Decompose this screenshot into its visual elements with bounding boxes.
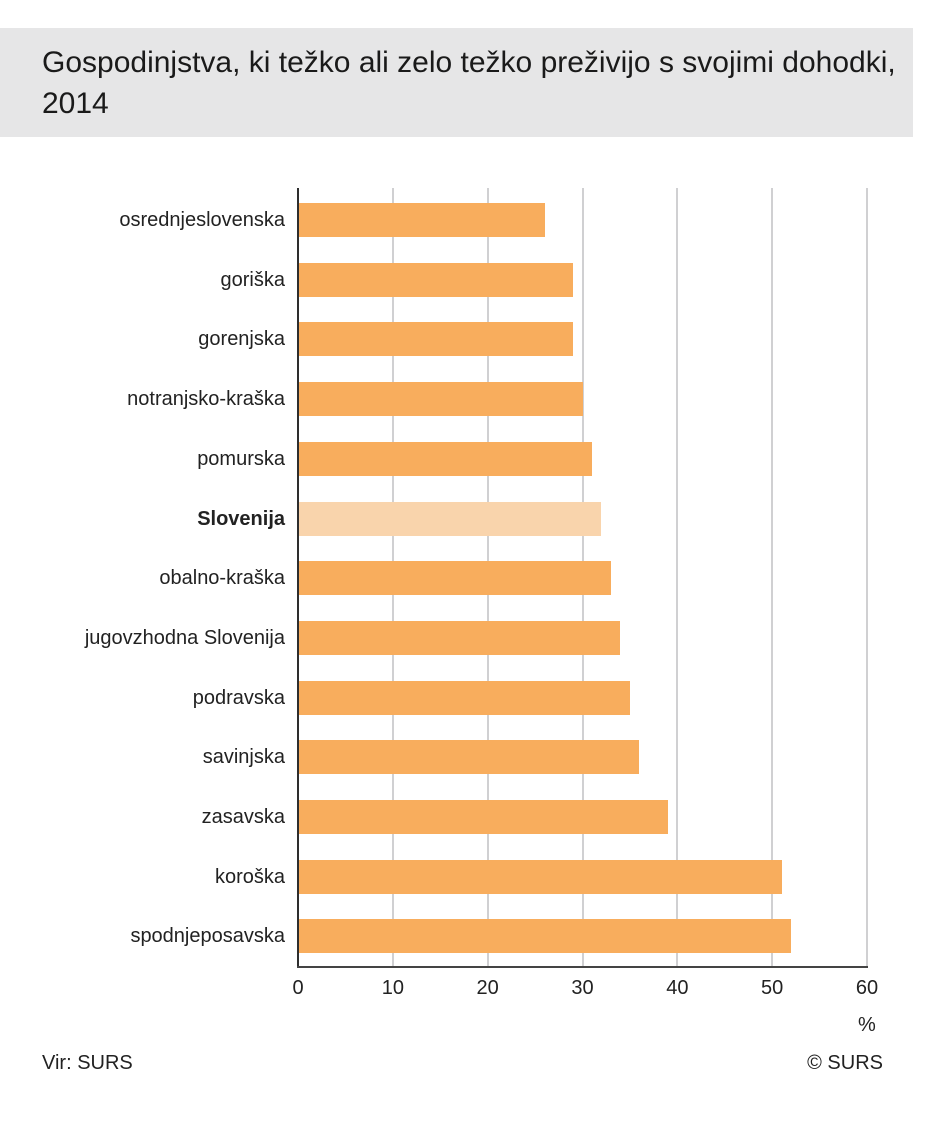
bar-spodnjeposavska [299,919,792,954]
category-label: koroška [214,865,285,888]
bar-obalno-kraška [299,561,611,596]
bar-osrednjeslovenska [299,203,545,237]
title-band: Gospodinjstva, ki težko ali zelo težko p… [0,28,913,137]
x-tick-label: 0 [292,977,304,999]
bar-notranjsko-kraška [299,382,583,417]
bar-pomurska [299,441,592,476]
x-tick-label: 40 [666,977,689,999]
x-tick-label: 50 [761,977,784,999]
x-tick-label: 10 [381,977,404,999]
category-label: spodnjeposavska [130,925,285,948]
category-label: pomurska [197,447,285,470]
category-label: podravska [192,686,285,709]
x-tick-label: 20 [476,977,499,999]
plot-area [297,188,868,968]
x-tick-label: 30 [571,977,594,999]
bar-podravska [299,680,630,715]
category-label: Slovenija [197,507,285,530]
category-label: goriška [220,268,285,291]
x-tick-label: 60 [855,977,879,999]
bar-goriška [299,262,574,297]
category-label: obalno-kraška [159,567,285,590]
category-label: jugovzhodna Slovenija [84,626,285,649]
bar-gorenjska [299,322,574,357]
category-label: gorenjska [198,328,285,351]
gridline-60 [866,188,868,967]
category-label: notranjsko-kraška [127,388,285,411]
y-axis-line [297,188,299,968]
bar-slovenija [299,501,602,536]
bar-koroška [299,859,782,894]
category-label: osrednjeslovenska [119,209,285,231]
x-axis-unit: % [858,1014,876,1036]
gridline-40 [676,188,679,967]
copyright-note: © SURS [807,1052,883,1074]
bar-zasavska [299,800,668,834]
source-note: Vir: SURS [42,1052,133,1074]
category-label: zasavska [201,806,285,828]
gridline-50 [771,188,774,967]
bar-savinjska [299,740,640,775]
bar-jugovzhodna-slovenija [299,620,621,655]
chart-title: Gospodinjstva, ki težko ali zelo težko p… [42,46,896,120]
x-axis-line [297,966,868,968]
category-label: savinjska [202,746,285,769]
